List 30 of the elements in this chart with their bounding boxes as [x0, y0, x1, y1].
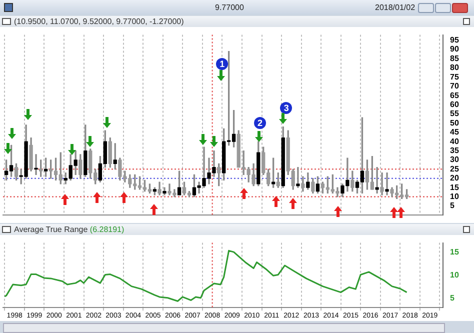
- y-tick-label: 75: [450, 72, 460, 82]
- chart-title: Average True Range: [14, 225, 88, 234]
- annotation: 1: [216, 58, 228, 70]
- y-tick-label: 5: [450, 201, 455, 210]
- y-tick-label: 60: [450, 100, 460, 109]
- text: 9.77000: [215, 2, 244, 13]
- y-tick-label: 10: [450, 270, 460, 280]
- y-tick-label: 40: [450, 136, 460, 146]
- y-tick-label: 5: [450, 294, 455, 303]
- y-tick-label: 15: [450, 182, 460, 192]
- y-tick-label: 55: [450, 109, 460, 118]
- y-tick-label: 65: [450, 90, 460, 100]
- text: 2018/01/02: [375, 2, 416, 13]
- y-tick-label: 35: [450, 146, 460, 155]
- y-tick-label: 10: [450, 192, 460, 201]
- y-tick-label: 30: [450, 155, 460, 164]
- y-tick-label: 70: [450, 82, 460, 91]
- chart-title: (10.9500, 11.0700, 9.52000, 9.77000, -1.27000): [14, 16, 184, 27]
- y-tick-label: 80: [450, 63, 460, 72]
- annotation: 3: [280, 102, 292, 114]
- y-tick-label: 25: [450, 164, 460, 174]
- y-tick-label: 15: [450, 247, 460, 256]
- y-tick-label: 20: [450, 174, 460, 183]
- y-tick-label: 95: [450, 36, 460, 45]
- annotation: 2: [254, 117, 266, 130]
- y-tick-label: 50: [450, 118, 460, 128]
- y-tick-label: 45: [450, 128, 460, 137]
- y-tick-label: 85: [450, 54, 460, 63]
- chart-subtitle: (6.28191): [90, 225, 124, 234]
- y-tick-label: 90: [450, 44, 460, 54]
